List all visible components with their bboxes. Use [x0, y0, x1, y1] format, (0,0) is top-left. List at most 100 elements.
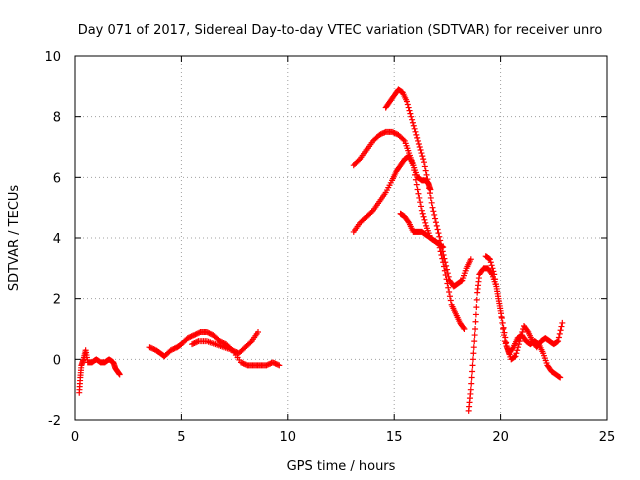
data-point: [255, 329, 262, 336]
data-point: [447, 297, 454, 304]
data-point: [427, 194, 434, 201]
data-point: [555, 334, 562, 341]
data-point: [417, 147, 424, 154]
data-point: [422, 167, 429, 174]
data-point: [415, 137, 422, 144]
data-point: [467, 256, 474, 263]
data-point: [419, 153, 426, 160]
data-point: [413, 181, 420, 188]
data-point: [471, 332, 478, 339]
data-point: [468, 374, 475, 381]
data-point: [440, 244, 447, 251]
data-point: [425, 180, 432, 187]
data-point: [555, 338, 562, 345]
data-point: [442, 272, 449, 279]
data-point: [469, 356, 476, 363]
series-seg9: [482, 253, 566, 363]
y-tick-label: 10: [44, 50, 61, 65]
data-point: [458, 278, 465, 285]
data-point: [414, 186, 421, 193]
data-point: [473, 304, 480, 311]
data-point: [558, 323, 565, 330]
x-tick-label: 15: [386, 430, 403, 445]
data-point: [515, 344, 522, 351]
data-point: [556, 373, 563, 380]
data-point: [513, 350, 520, 357]
data-point: [440, 263, 447, 270]
data-point: [491, 271, 498, 278]
data-point: [514, 347, 521, 354]
data-point: [426, 185, 433, 192]
data-point: [441, 267, 448, 274]
data-point: [434, 226, 441, 233]
data-point: [502, 334, 509, 341]
data-point: [518, 332, 525, 339]
data-point: [439, 243, 446, 250]
data-point: [408, 113, 415, 120]
data-point: [515, 341, 522, 348]
data-point: [440, 259, 447, 266]
data-point: [433, 222, 440, 229]
data-point: [498, 310, 505, 317]
data-point: [423, 171, 430, 178]
x-tick-label: 25: [599, 430, 616, 445]
data-point: [512, 353, 519, 360]
data-point: [116, 371, 123, 378]
data-point: [405, 218, 412, 225]
data-point: [439, 255, 446, 262]
data-point: [497, 305, 504, 312]
x-tick-label: 10: [280, 430, 297, 445]
data-point: [492, 276, 499, 283]
data-point: [496, 300, 503, 307]
data-point: [446, 293, 453, 300]
data-point: [194, 338, 201, 345]
data-point: [429, 204, 436, 211]
x-axis-label: GPS time / hours: [287, 459, 396, 474]
data-point: [443, 276, 450, 283]
data-point: [498, 315, 505, 322]
y-tick-label: 4: [53, 232, 61, 247]
data-point: [556, 330, 563, 337]
data-point: [559, 319, 566, 326]
data-point: [494, 290, 501, 297]
data-point: [486, 256, 493, 263]
data-point: [421, 216, 428, 223]
data-point: [557, 327, 564, 334]
data-point: [472, 326, 479, 332]
data-point: [488, 262, 495, 269]
series-seg3: [189, 338, 283, 369]
data-point: [426, 190, 433, 197]
series-seg1: [76, 347, 123, 396]
data-point: [414, 134, 421, 141]
data-point: [431, 211, 438, 218]
data-point: [418, 150, 425, 157]
y-tick-label: 2: [53, 293, 61, 308]
y-tick-label: 0: [53, 353, 61, 368]
data-point: [418, 203, 425, 210]
data-point: [432, 215, 439, 222]
series-seg7: [397, 210, 447, 251]
data-point: [438, 251, 445, 258]
data-point: [415, 140, 422, 147]
data-points: [76, 86, 566, 414]
data-point: [404, 101, 411, 108]
data-point: [489, 265, 496, 272]
data-point: [411, 167, 418, 174]
y-axis-label: SDTVAR / TECUs: [7, 185, 22, 292]
grid-lines: [75, 56, 607, 420]
data-point: [437, 248, 444, 255]
chart-title: Day 071 of 2017, Sidereal Day-to-day VTE…: [78, 23, 603, 38]
data-point: [492, 281, 499, 288]
data-point: [473, 296, 480, 303]
data-point: [412, 176, 419, 183]
axis-ticks: [74, 55, 608, 421]
data-point: [411, 125, 418, 132]
data-point: [516, 338, 523, 345]
data-point: [524, 327, 531, 334]
data-point: [247, 339, 254, 346]
data-point: [275, 361, 282, 368]
data-point: [490, 268, 497, 275]
data-point: [430, 208, 437, 215]
data-point: [468, 380, 475, 387]
